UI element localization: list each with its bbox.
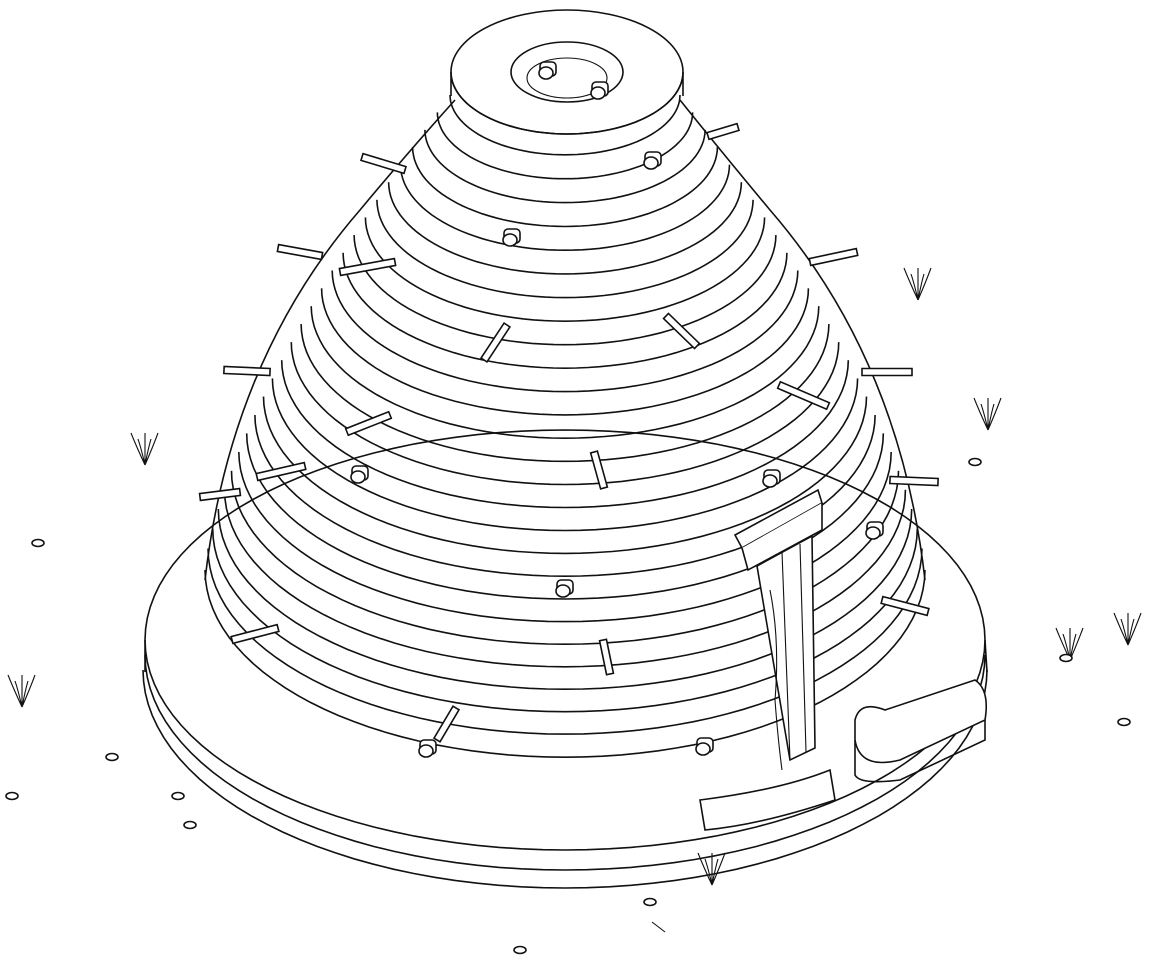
foundation-right-edge [984,639,988,673]
buttress-side [854,720,986,783]
dome-course [320,288,810,416]
dome-course [204,569,926,759]
dome-course [217,508,913,691]
beam [808,247,859,267]
beam [662,312,701,350]
beam [359,152,408,175]
dome-courses [204,94,926,759]
beam [889,475,939,487]
dome-course [310,306,820,440]
pebble [183,820,197,830]
grass-tuft [1113,612,1142,646]
dome-course [254,414,876,578]
vent-inner-lip [526,57,608,99]
beam [598,638,615,676]
pebble [968,457,982,467]
entrance-buttress [699,679,988,831]
dome-course [449,94,681,156]
pebble [31,538,45,548]
ground-details [5,267,1142,955]
dome-course [342,252,788,370]
dome-course [238,451,892,623]
dome-course [223,489,907,668]
dome-course [207,548,923,735]
pebble [5,791,19,801]
dome-course [436,112,694,180]
vent-side [450,71,684,135]
dome-course [211,528,919,713]
beam [338,257,397,277]
dome-course [230,470,900,646]
beam [880,595,930,617]
ground-mark [651,921,666,933]
grass-tuft [973,397,1002,431]
pebble [1059,653,1073,663]
dome-course [290,342,840,486]
dome-course [353,235,777,346]
beam [276,243,324,261]
beam [861,367,913,377]
beam [479,321,512,364]
pipe-end [590,86,606,100]
dome-course [424,129,706,204]
pipe-end [643,156,659,170]
beam [432,705,461,743]
beam [198,487,242,502]
pebble [171,791,185,801]
beam [344,410,393,437]
pebble [513,945,527,955]
dome-course [376,199,754,299]
vent-opening [510,41,624,103]
dome-course [411,147,719,228]
foundation-ring [142,669,988,889]
pebble [105,752,119,762]
pebble [643,897,657,907]
dome-course [387,182,743,275]
foundation-base [142,429,988,889]
beam [230,623,280,645]
pipe-end [762,474,778,488]
foundation-ring [144,654,986,871]
pipe-end [418,744,434,758]
beam [255,461,307,482]
grass-tuft [697,852,726,886]
pipe-end [538,66,554,80]
dome-course [271,378,859,532]
dome-left-outline [204,99,456,581]
roof-vent-ring [450,9,684,135]
dome-course [280,360,850,509]
dome-course [245,433,885,600]
pebble [1117,717,1131,727]
dome-course [399,164,731,252]
ventilation-pipes [350,61,884,758]
protruding-beams [198,122,939,743]
pipe-end [865,526,881,540]
grass-tuft [130,432,159,466]
buttress-top [854,679,988,764]
beam [223,365,271,377]
foundation-back-edge [144,429,986,641]
dome-course [262,396,868,555]
grass-tuft [7,674,36,708]
pipe-end [350,470,366,484]
entry-step [699,768,836,831]
dome-course [364,217,766,323]
beam [776,380,831,411]
door-bag-ends [769,589,783,771]
grass-tuft [903,267,932,301]
beam [589,450,609,490]
beam [705,122,741,141]
door-frame [733,488,823,771]
pipe-end [555,584,571,598]
pipe-end [695,742,711,756]
dome-course [331,270,799,393]
door-jamb [781,543,807,761]
pipe-end [502,233,518,247]
grass-tuft [1055,627,1084,661]
